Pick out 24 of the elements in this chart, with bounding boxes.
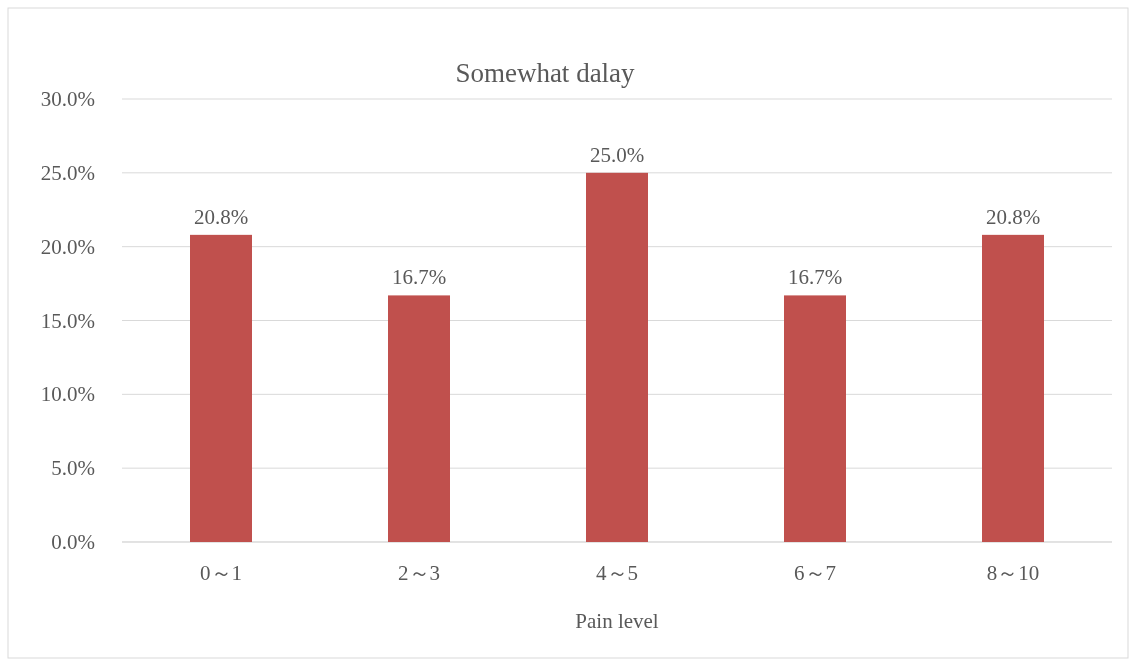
bar: [982, 234, 1044, 542]
y-tick-label: 20.0%: [40, 234, 95, 259]
y-tick-label: 25.0%: [40, 160, 95, 185]
bar: [784, 295, 846, 542]
x-tick-label: 2～3: [398, 561, 440, 585]
x-tick-label: 0～1: [200, 561, 242, 585]
data-label: 20.8%: [193, 204, 249, 229]
x-axis-title: Pain level: [575, 609, 659, 633]
x-tick-label: 6～7: [794, 561, 836, 585]
y-tick-label: 10.0%: [40, 382, 95, 407]
data-label: 16.7%: [787, 265, 843, 290]
y-tick-label: 0.0%: [51, 530, 95, 554]
y-tick-label: 30.0%: [40, 87, 95, 111]
data-label: 25.0%: [589, 142, 645, 167]
y-tick-label: 5.0%: [51, 456, 95, 481]
y-tick-label: 15.0%: [40, 308, 95, 333]
data-label: 16.7%: [391, 265, 447, 290]
bar: [388, 295, 450, 542]
bar: [190, 234, 252, 542]
x-tick-label: 4～5: [596, 561, 638, 585]
x-tick-label: 8～10: [986, 561, 1040, 585]
data-label: 20.8%: [985, 204, 1041, 229]
bar: [586, 172, 648, 542]
chart-title: Somewhat dalay: [455, 58, 636, 88]
